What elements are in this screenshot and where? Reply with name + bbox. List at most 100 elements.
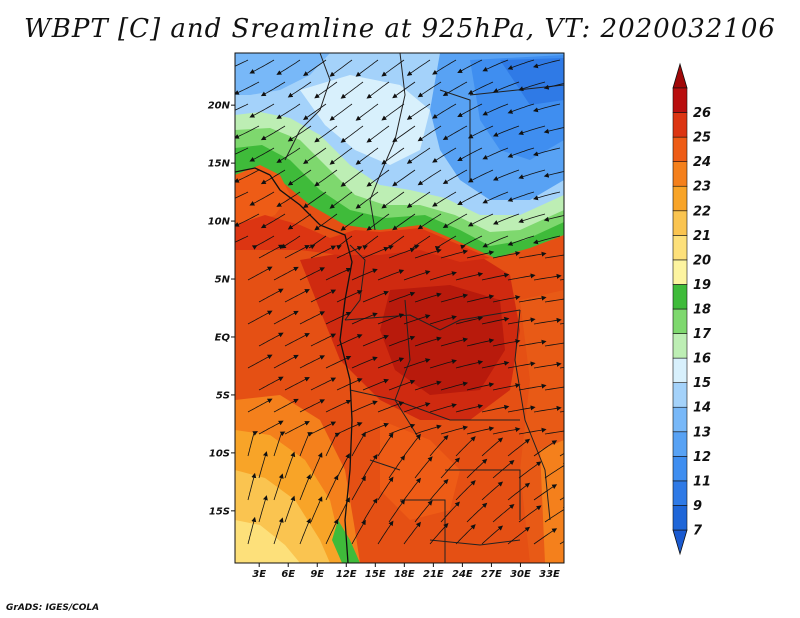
colorbar-swatch	[672, 112, 688, 138]
streamline	[258, 376, 284, 391]
colorbar-label: 9	[693, 499, 702, 514]
streamline	[314, 213, 338, 231]
colorbar-swatch	[672, 505, 688, 531]
streamline	[325, 267, 352, 281]
map-frame	[234, 52, 565, 564]
streamline	[351, 519, 366, 545]
streamline	[325, 518, 339, 545]
streamline	[235, 213, 260, 227]
streamline	[381, 103, 405, 121]
lon-tick-label: 18E	[394, 569, 415, 580]
streamline	[429, 271, 457, 281]
lat-tick-label: EQ	[215, 332, 231, 343]
streamline	[340, 125, 364, 143]
streamline	[340, 81, 364, 99]
streamline	[235, 235, 249, 243]
streamline	[403, 402, 431, 413]
streamline	[482, 235, 509, 248]
lat-tick-label: 10S	[209, 448, 230, 459]
streamline	[355, 147, 379, 165]
streamline	[235, 191, 249, 199]
colorbar-swatch	[672, 210, 688, 236]
field-south-orange	[380, 420, 460, 520]
streamline	[492, 339, 521, 347]
streamline	[377, 313, 405, 325]
streamline	[299, 267, 326, 281]
streamline	[336, 334, 363, 347]
colorbar-label: 25	[693, 131, 711, 146]
streamline	[310, 452, 323, 479]
field-nw-blue	[235, 53, 330, 95]
streamline	[329, 103, 353, 121]
colorbar-swatch	[672, 185, 688, 212]
streamline	[571, 386, 597, 390]
streamline	[571, 430, 597, 434]
streamline	[481, 525, 504, 545]
colorbar-swatch	[672, 431, 688, 457]
streamline	[310, 421, 337, 435]
streamline	[355, 59, 379, 77]
lon-tick-label: 12E	[336, 569, 357, 580]
colorbar-swatch	[672, 333, 688, 359]
coastline	[269, 174, 353, 563]
streamline	[440, 337, 469, 347]
lon-tick-label: 27E	[481, 569, 502, 580]
streamline	[507, 526, 531, 545]
streamline	[492, 169, 520, 181]
streamline	[303, 147, 327, 165]
lon-tick-label: 30E	[510, 569, 531, 580]
streamline	[366, 81, 390, 99]
streamline	[518, 427, 547, 435]
streamline	[543, 215, 564, 222]
streamline	[440, 425, 469, 435]
streamline	[351, 475, 366, 501]
streamline	[432, 191, 457, 207]
credit-label: GrADS: IGES/COLA	[6, 603, 100, 613]
colorbar-label: 7	[693, 524, 703, 539]
streamline	[507, 317, 536, 325]
streamline	[362, 334, 389, 347]
streamline	[492, 383, 521, 391]
streamline	[533, 405, 562, 413]
colorbar-top-arrow	[672, 62, 688, 89]
streamline	[518, 81, 546, 91]
streamline	[249, 103, 275, 118]
streamline	[482, 147, 509, 160]
lat-tick-label: 20N	[208, 101, 231, 112]
streamline	[249, 147, 275, 162]
streamline	[310, 289, 337, 303]
streamline	[336, 378, 363, 391]
streamline	[325, 474, 339, 501]
streamline	[235, 81, 260, 95]
streamline	[429, 403, 457, 413]
streamline	[533, 484, 558, 501]
streamline	[258, 495, 268, 523]
streamline	[429, 478, 449, 501]
streamline	[340, 169, 364, 187]
streamline	[414, 500, 433, 523]
streamline	[287, 213, 312, 230]
streamline	[440, 249, 469, 259]
streamline	[481, 272, 510, 281]
streamline	[325, 399, 352, 413]
streamline	[377, 357, 405, 369]
streamline	[273, 473, 284, 501]
streamline	[507, 482, 531, 501]
streamline	[235, 103, 249, 111]
streamline	[406, 191, 431, 208]
streamline	[310, 333, 337, 347]
streamline	[336, 235, 353, 250]
streamline	[351, 268, 378, 281]
streamline	[492, 251, 521, 259]
streamline	[440, 501, 460, 523]
streamline	[258, 451, 268, 479]
streamline	[329, 59, 353, 77]
streamline	[388, 499, 406, 523]
streamline	[276, 59, 301, 75]
streamline	[249, 191, 275, 206]
streamline	[403, 358, 431, 369]
streamline	[492, 213, 520, 225]
streamline	[366, 125, 390, 143]
streamline	[276, 191, 301, 207]
streamline	[457, 191, 483, 206]
